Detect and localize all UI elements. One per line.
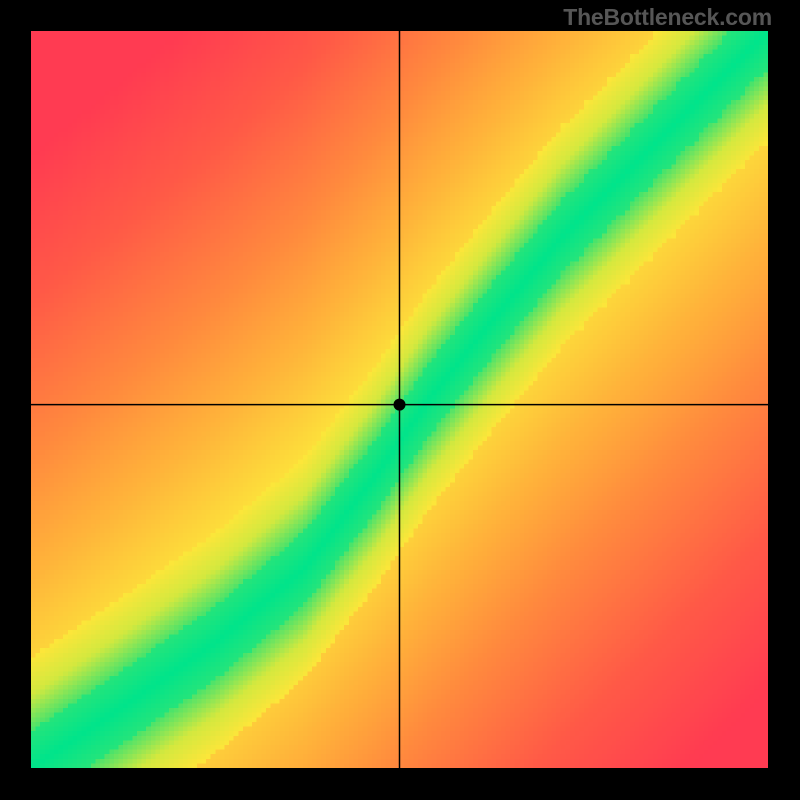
watermark-text: TheBottleneck.com bbox=[563, 4, 772, 31]
chart-container: TheBottleneck.com bbox=[0, 0, 800, 800]
bottleneck-heatmap bbox=[31, 31, 768, 768]
